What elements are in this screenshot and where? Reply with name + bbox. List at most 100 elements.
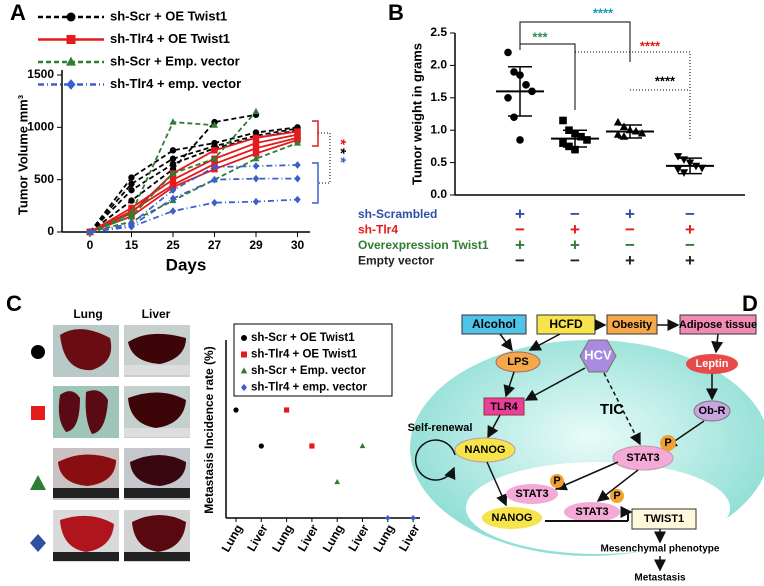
marker <box>293 139 302 146</box>
node-label: Obesity <box>612 319 653 331</box>
condition-sign: + <box>685 251 695 270</box>
marker <box>334 478 341 485</box>
marker <box>66 56 76 66</box>
condition-sign: + <box>685 220 695 239</box>
photo-grid: Lung Liver <box>30 307 190 562</box>
panel-label: B <box>388 0 404 25</box>
marker <box>294 195 301 204</box>
legend-box <box>233 323 393 397</box>
marker <box>522 81 530 89</box>
marker <box>169 160 177 168</box>
marker <box>504 48 512 57</box>
photo <box>53 386 119 438</box>
arrow <box>603 372 641 446</box>
y-axis-title: Tumor weight in grams <box>409 43 424 185</box>
series-line <box>89 127 298 233</box>
bracket <box>312 120 319 147</box>
marker <box>252 154 260 162</box>
marker <box>169 118 177 125</box>
bracket <box>318 132 331 184</box>
significance-bracket <box>519 21 631 62</box>
condition-sign: + <box>570 235 580 254</box>
marker <box>613 117 623 126</box>
node-hexagon <box>579 339 617 373</box>
panel-label: C <box>6 291 22 316</box>
marker <box>510 113 518 122</box>
marker <box>284 407 290 413</box>
marker <box>294 161 301 169</box>
marker <box>637 128 647 137</box>
node-label: TIC <box>600 401 624 418</box>
significance: *** <box>532 29 548 44</box>
error-bar <box>678 157 702 175</box>
marker <box>211 163 218 171</box>
marker <box>252 150 260 157</box>
marker <box>128 174 135 181</box>
x-tick-label: Lung <box>219 522 246 554</box>
node-box <box>461 314 527 335</box>
arrow <box>596 469 639 502</box>
marker <box>613 130 623 138</box>
series-line <box>89 164 298 233</box>
y-axis-title: Metastasis Incidence rate (%) <box>202 346 216 513</box>
photo-column-label: Liver <box>142 307 171 321</box>
node-ellipse <box>612 445 674 471</box>
node-label: STAT3 <box>515 488 548 500</box>
panel-label: D <box>742 291 758 316</box>
condition-label: sh-Scrambled <box>358 207 437 221</box>
node-box <box>631 508 697 530</box>
marker <box>128 186 135 194</box>
arrow <box>414 439 456 481</box>
node-label: Mesenchymal phenotype <box>601 544 720 555</box>
marker <box>169 169 177 176</box>
marker <box>169 186 177 194</box>
series-line <box>89 130 298 233</box>
node-box <box>483 397 525 416</box>
photo <box>124 325 190 377</box>
node-ellipse <box>482 507 542 529</box>
node-label: P <box>613 490 620 502</box>
series-line <box>89 198 298 233</box>
condition-sign: − <box>515 251 525 270</box>
arrow <box>711 333 724 354</box>
node-label: NANOG <box>492 512 533 524</box>
marker <box>211 198 218 207</box>
series-line <box>89 136 298 233</box>
marker <box>241 383 247 392</box>
row-marker <box>30 534 46 552</box>
condition-sign: − <box>570 251 580 270</box>
series-line <box>89 133 298 233</box>
node-ellipse <box>506 484 558 504</box>
marker <box>410 514 416 522</box>
marker <box>169 207 177 215</box>
marker <box>241 351 247 358</box>
x-tick-label: 25 <box>166 238 180 252</box>
marker <box>619 122 629 130</box>
marker <box>673 153 683 161</box>
node-label: HCV <box>584 347 612 362</box>
marker <box>252 145 260 152</box>
node-label: TLR4 <box>490 401 518 413</box>
x-tick-label: Lung <box>269 522 296 554</box>
marker <box>169 176 177 183</box>
marker <box>211 147 218 154</box>
legend-label: sh-Tlr4 + emp. vector <box>251 382 368 394</box>
significance: * <box>332 148 349 154</box>
significance-bracket <box>575 51 691 140</box>
marker <box>516 136 524 144</box>
node-label: STAT3 <box>626 452 659 464</box>
photo <box>124 386 190 438</box>
x-tick-label: 0 <box>87 238 94 252</box>
marker <box>258 443 264 449</box>
photo <box>124 510 190 562</box>
legend-label: sh-Scr + Emp. vector <box>110 53 240 68</box>
marker <box>510 68 518 76</box>
arrow <box>524 367 586 401</box>
marker <box>252 162 260 170</box>
condition-sign: − <box>515 220 525 239</box>
significance: **** <box>655 73 676 88</box>
x-tick-label: Liver <box>295 522 322 554</box>
node-label: LPS <box>507 356 528 368</box>
significance-bracket <box>520 43 576 110</box>
node-label: Alcohol <box>472 317 516 331</box>
